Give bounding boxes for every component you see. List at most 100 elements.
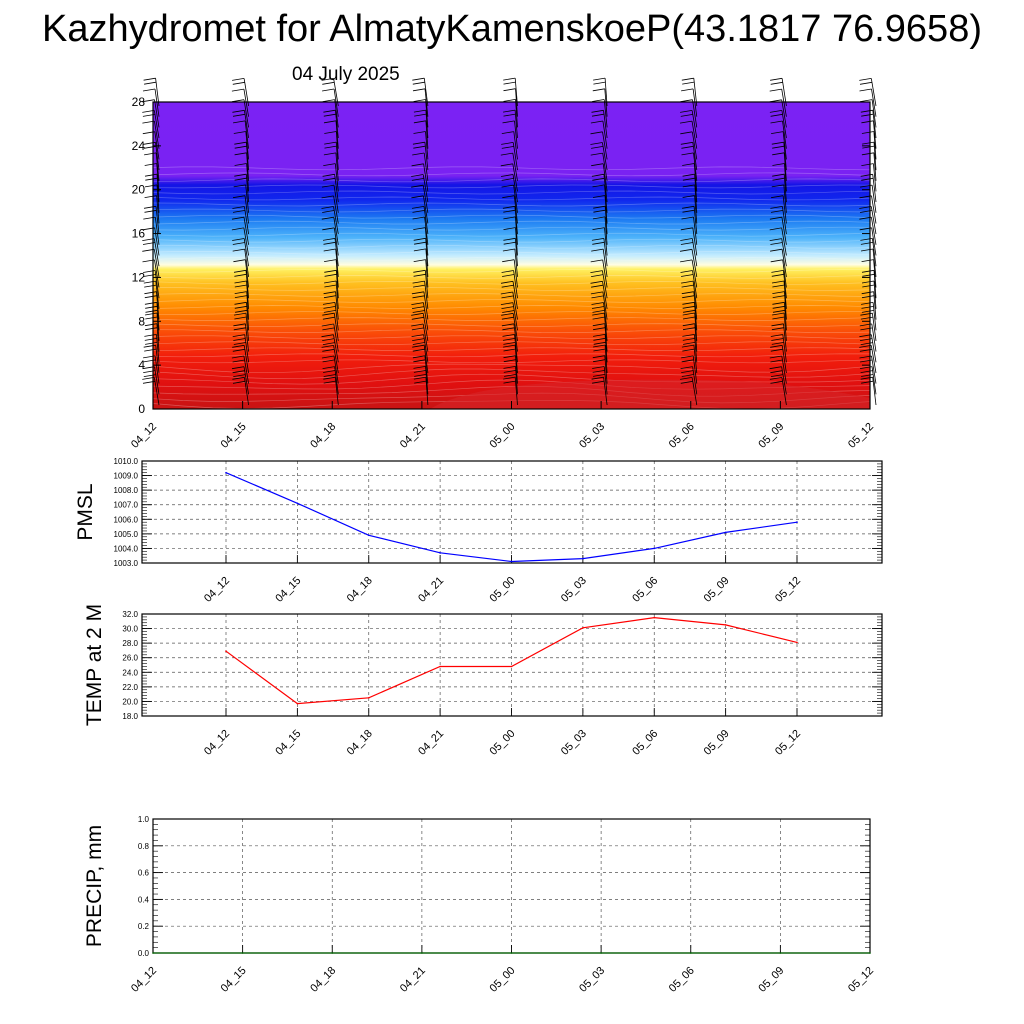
cs-ytick-label: 24 xyxy=(132,139,146,153)
barb-feather xyxy=(769,227,782,231)
contour-line xyxy=(152,220,871,225)
barb-staff xyxy=(422,323,429,352)
wind-barb xyxy=(592,355,608,384)
barb-feather xyxy=(861,302,874,305)
wind-barb xyxy=(321,355,339,384)
barb-staff xyxy=(512,302,518,331)
wind-barb xyxy=(502,120,518,149)
xtick-label: 05_09 xyxy=(702,575,732,605)
barb-staff xyxy=(692,227,698,256)
barb-staff xyxy=(514,110,518,139)
barb-feather xyxy=(591,173,604,177)
barb-staff xyxy=(693,216,698,245)
wind-barb xyxy=(680,141,698,171)
barb-staff xyxy=(693,345,698,374)
barb-staff xyxy=(156,334,160,363)
barb-feather xyxy=(234,141,247,145)
barb-feather xyxy=(771,338,784,341)
barb-feather xyxy=(321,184,335,188)
barb-staff xyxy=(693,78,698,107)
barb-staff xyxy=(693,163,698,192)
contour-line xyxy=(152,347,871,352)
wind-barb xyxy=(772,173,787,203)
wind-barb xyxy=(231,366,249,395)
barb-staff xyxy=(515,355,518,384)
barb-feather xyxy=(145,327,158,331)
wind-barb xyxy=(411,195,429,224)
barb-staff xyxy=(783,184,787,213)
barb-feather xyxy=(592,310,605,313)
barb-feather xyxy=(861,374,874,377)
wind-barb xyxy=(769,227,787,256)
wind-barb xyxy=(772,312,787,341)
barb-staff xyxy=(333,334,339,363)
barb-staff xyxy=(872,110,877,139)
barb-feather xyxy=(769,110,782,113)
barb-staff xyxy=(871,227,877,256)
barb-staff xyxy=(424,281,429,309)
barb-feather xyxy=(861,295,875,299)
contour-line xyxy=(152,262,871,267)
wind-barb xyxy=(322,88,339,117)
barb-staff xyxy=(512,142,518,171)
barb-staff xyxy=(154,217,160,245)
barb-staff xyxy=(514,345,518,374)
xtick-label: 05_03 xyxy=(577,965,607,995)
contour-line xyxy=(152,373,871,385)
ytick-label: 28.0 xyxy=(122,639,138,648)
wind-barb xyxy=(321,345,339,374)
barb-feather xyxy=(682,209,695,213)
barb-feather xyxy=(412,210,425,213)
barb-staff xyxy=(425,366,429,395)
wind-barb xyxy=(770,248,787,277)
barb-feather xyxy=(323,163,336,166)
barb-staff xyxy=(333,185,339,213)
barb-feather xyxy=(323,374,336,377)
wind-barb xyxy=(411,312,429,341)
contour-line xyxy=(152,172,871,177)
barb-feather xyxy=(860,242,873,245)
wind-barb xyxy=(232,334,249,363)
wind-barb xyxy=(590,120,608,149)
barb-feather xyxy=(412,348,425,352)
barb-feather xyxy=(681,274,694,277)
barb-staff xyxy=(602,153,608,181)
barb-feather xyxy=(232,248,245,252)
wind-barb xyxy=(144,291,160,320)
barb-staff xyxy=(424,142,429,171)
barb-feather xyxy=(145,309,158,313)
barb-staff xyxy=(603,313,608,341)
data-point xyxy=(724,531,727,534)
barb-staff xyxy=(604,216,608,245)
wind-barb xyxy=(413,131,429,160)
barb-staff xyxy=(691,110,698,139)
barb-feather xyxy=(592,366,605,369)
wind-barb xyxy=(232,238,249,267)
barb-feather xyxy=(591,248,604,252)
wind-barb xyxy=(143,280,160,309)
xtick-label: 04_18 xyxy=(345,728,375,758)
cs-xtick-label: 05_00 xyxy=(488,421,518,451)
barb-staff xyxy=(512,291,518,320)
barb-staff xyxy=(604,227,608,256)
barb-feather xyxy=(501,184,514,188)
barb-staff xyxy=(512,163,518,192)
wind-barb xyxy=(680,259,698,288)
barb-staff xyxy=(873,142,877,171)
wind-barb xyxy=(591,109,608,139)
wind-barb xyxy=(232,344,249,374)
wind-barb xyxy=(411,184,429,213)
wind-barb xyxy=(680,110,698,139)
barb-staff xyxy=(870,206,877,235)
barb-staff xyxy=(424,88,429,117)
barb-staff xyxy=(425,248,429,277)
barb-staff xyxy=(872,377,877,406)
barb-feather xyxy=(323,152,336,156)
barb-feather xyxy=(593,374,606,377)
barb-feather xyxy=(770,206,783,209)
barb-feather xyxy=(861,141,875,145)
barb-staff xyxy=(335,120,339,149)
barb-staff xyxy=(782,334,787,363)
data-point xyxy=(296,502,299,505)
barb-feather xyxy=(682,173,695,177)
